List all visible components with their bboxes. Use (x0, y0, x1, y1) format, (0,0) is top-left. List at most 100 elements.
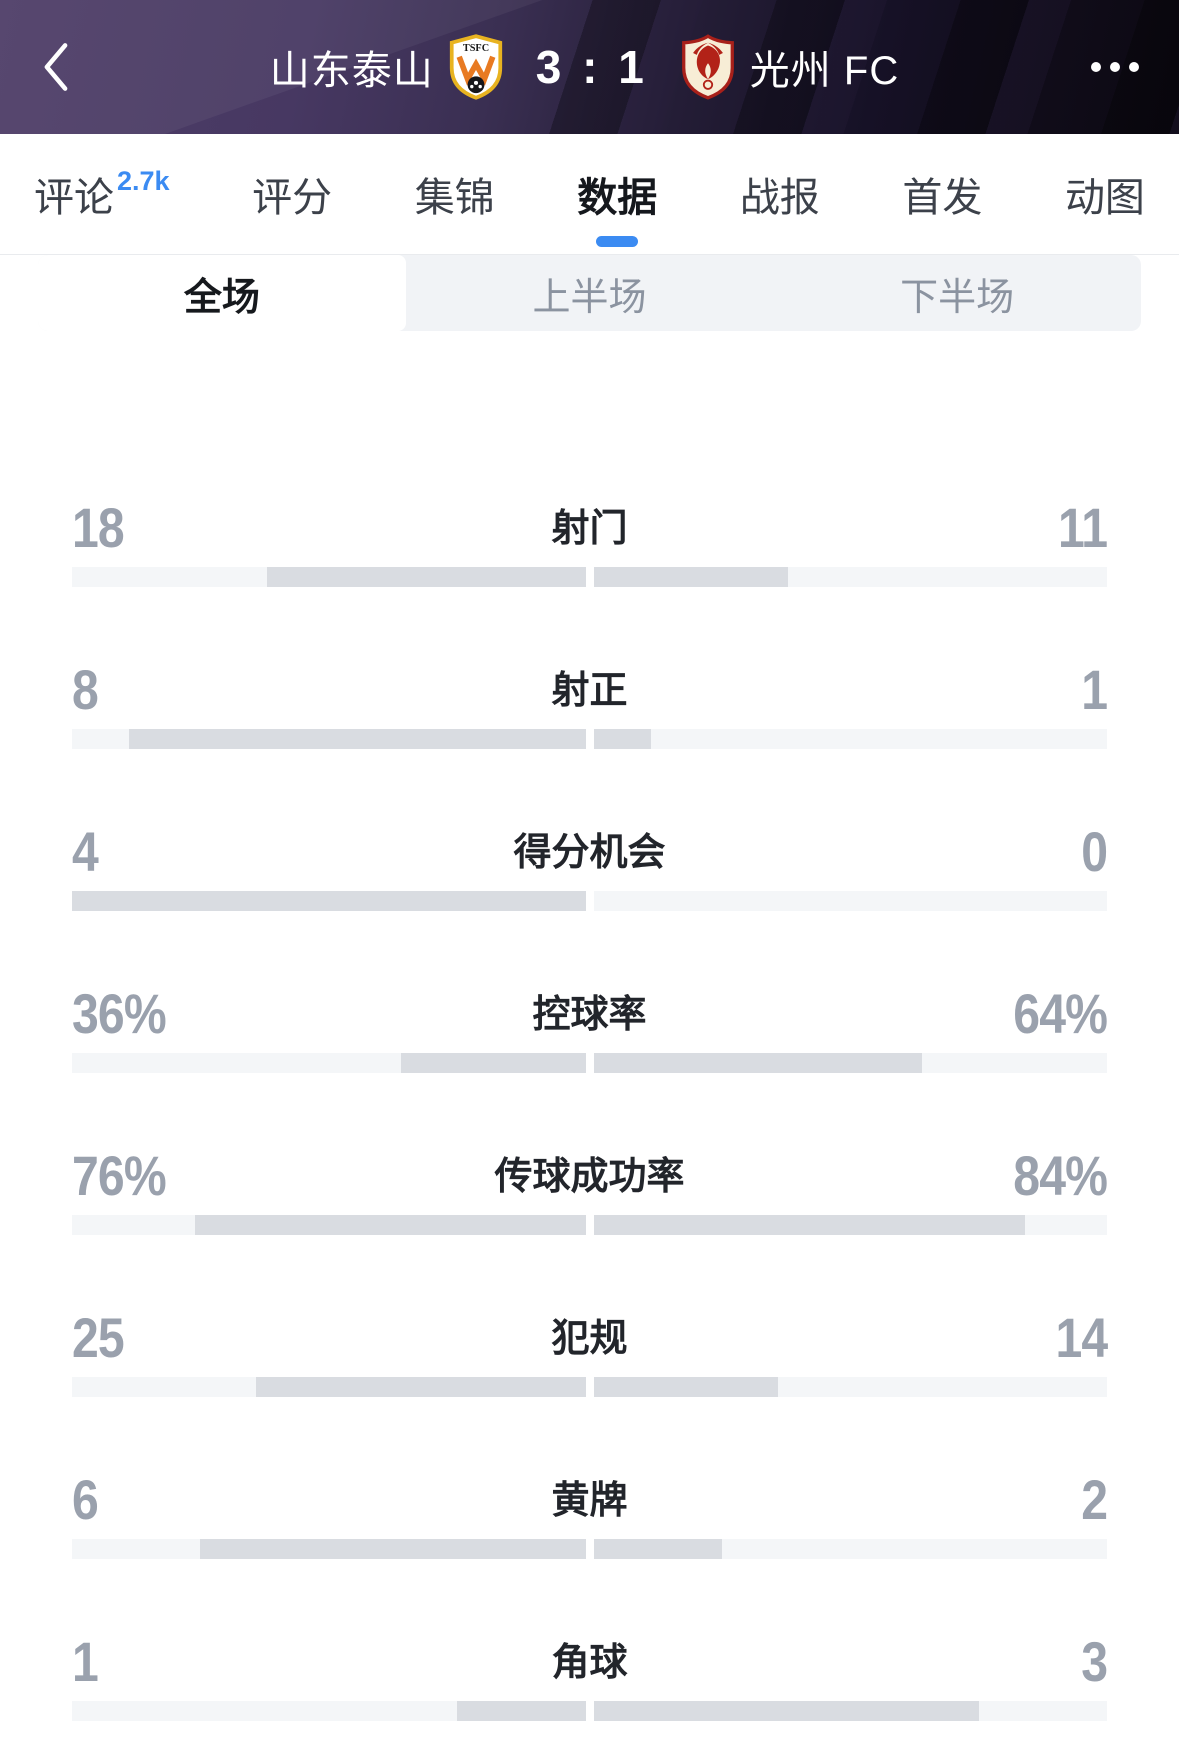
home-stat-bar (72, 891, 586, 911)
stat-bar-fill (593, 1701, 979, 1721)
away-stat-bar (593, 1053, 1107, 1073)
tab-label: 数据 (577, 176, 658, 220)
home-stat-value: 6 (72, 1468, 99, 1531)
tab-label: 动图 (1064, 176, 1145, 220)
stat-row-犯规: 25 犯规 14 (72, 1306, 1108, 1474)
stat-label: 得分机会 (513, 832, 666, 874)
segment-上半场[interactable]: 上半场 (532, 276, 647, 319)
match-score: 3 : 1 (535, 41, 648, 93)
stats-list: 18 射门 11 8 射正 1 4 得分机会 0 36% 控球率 64% 76% 传球成功率 84% 25 犯规… (0, 331, 1179, 1752)
active-tab-indicator (596, 236, 639, 247)
stat-bar-fill (266, 567, 586, 587)
tab-评分[interactable]: 评分 (252, 134, 332, 254)
stat-label: 黄牌 (551, 1480, 628, 1522)
home-stat-value: 76% (72, 1144, 167, 1207)
stat-bar-fill (129, 729, 586, 749)
chevron-left-icon (44, 43, 68, 91)
home-stat-bar (72, 1053, 586, 1073)
tab-label: 评分 (252, 176, 333, 220)
home-team-name: 山东泰山 (269, 49, 434, 93)
away-stat-value: 2 (1081, 1468, 1108, 1531)
home-stat-value: 36% (72, 982, 167, 1045)
segment-下半场[interactable]: 下半场 (900, 276, 1015, 319)
tab-评论[interactable]: 评论 2.7k (34, 134, 170, 254)
home-stat-bar (72, 1215, 586, 1235)
away-team-name: 光州 FC (749, 49, 900, 93)
segment-全场[interactable]: 全场 (38, 255, 406, 331)
tab-首发[interactable]: 首发 (902, 134, 982, 254)
home-stat-value: 4 (72, 820, 99, 883)
away-stat-bar (593, 1215, 1107, 1235)
stat-label: 角球 (551, 1642, 628, 1684)
away-stat-value: 11 (1057, 496, 1108, 559)
match-header: 山东泰山 TSFC 3 : 1 光 (0, 0, 1179, 134)
tab-战报[interactable]: 战报 (740, 134, 820, 254)
home-stat-bar (72, 567, 586, 587)
ellipsis-icon (1091, 62, 1101, 72)
tab-集锦[interactable]: 集锦 (415, 134, 495, 254)
stat-label: 传球成功率 (494, 1156, 685, 1198)
away-stat-bar (593, 1539, 1107, 1559)
tab-label: 战报 (739, 176, 820, 220)
stat-bar-fill (593, 567, 789, 587)
stat-bar-fill (256, 1377, 586, 1397)
home-team-logo-icon: TSFC (449, 34, 502, 100)
stat-row-射门: 18 射门 11 (72, 496, 1108, 664)
stat-label: 控球率 (532, 994, 647, 1036)
stat-row-角球: 1 角球 3 (72, 1630, 1108, 1752)
stat-bar-fill (72, 891, 586, 911)
away-stat-bar (593, 891, 1107, 911)
away-stat-bar (593, 729, 1107, 749)
svg-text:TSFC: TSFC (463, 43, 489, 54)
stat-row-控球率: 36% 控球率 64% (72, 982, 1108, 1150)
ellipsis-icon (1110, 62, 1120, 72)
home-stat-value: 1 (72, 1630, 99, 1693)
stat-bar-fill (593, 1053, 923, 1073)
away-team-logo-icon (681, 34, 734, 100)
away-stat-value: 1 (1081, 658, 1108, 721)
stat-bar-fill (593, 1377, 778, 1397)
tab-bar: 评论 2.7k 评分 集锦 数据 战报 首发 动图 (0, 134, 1179, 255)
stat-bar-fill (593, 1539, 722, 1559)
stat-bar-fill (400, 1053, 586, 1073)
away-stat-value: 3 (1081, 1630, 1108, 1693)
away-stat-value: 84% (1013, 1144, 1108, 1207)
stat-label: 犯规 (551, 1318, 628, 1360)
home-stat-value: 18 (72, 496, 125, 559)
more-options-button[interactable] (1069, 62, 1139, 72)
comment-count-badge: 2.7k (117, 165, 170, 196)
away-stat-value: 64% (1013, 982, 1108, 1045)
tab-动图[interactable]: 动图 (1065, 134, 1145, 254)
stat-bar-fill (593, 729, 651, 749)
away-stat-bar (593, 567, 1107, 587)
away-stat-bar (593, 1377, 1107, 1397)
home-stat-bar (72, 1539, 586, 1559)
stat-label: 射门 (551, 508, 628, 550)
away-stat-value: 14 (1055, 1306, 1108, 1369)
stat-bar-fill (200, 1539, 586, 1559)
stat-row-传球成功率: 76% 传球成功率 84% (72, 1144, 1108, 1312)
home-stat-bar (72, 1701, 586, 1721)
home-stat-bar (72, 1377, 586, 1397)
home-stat-value: 25 (72, 1306, 125, 1369)
ellipsis-icon (1129, 62, 1139, 72)
tab-label: 集锦 (414, 176, 495, 220)
stat-label: 射正 (551, 670, 628, 712)
stat-bar-fill (457, 1701, 586, 1721)
home-stat-bar (72, 729, 586, 749)
back-button[interactable] (40, 42, 100, 92)
away-stat-value: 0 (1081, 820, 1108, 883)
tab-label: 首发 (902, 176, 983, 220)
header-facet-dark (518, 0, 1179, 134)
stat-bar-fill (593, 1215, 1025, 1235)
period-segmented-control: 全场 上半场 下半场 (38, 255, 1141, 331)
away-stat-bar (593, 1701, 1107, 1721)
stat-row-射正: 8 射正 1 (72, 658, 1108, 826)
stat-row-得分机会: 4 得分机会 0 (72, 820, 1108, 988)
tab-数据[interactable]: 数据 (577, 134, 657, 254)
stat-row-黄牌: 6 黄牌 2 (72, 1468, 1108, 1636)
tab-label: 评论 (34, 176, 114, 220)
stat-bar-fill (195, 1215, 586, 1235)
home-stat-value: 8 (72, 658, 99, 721)
